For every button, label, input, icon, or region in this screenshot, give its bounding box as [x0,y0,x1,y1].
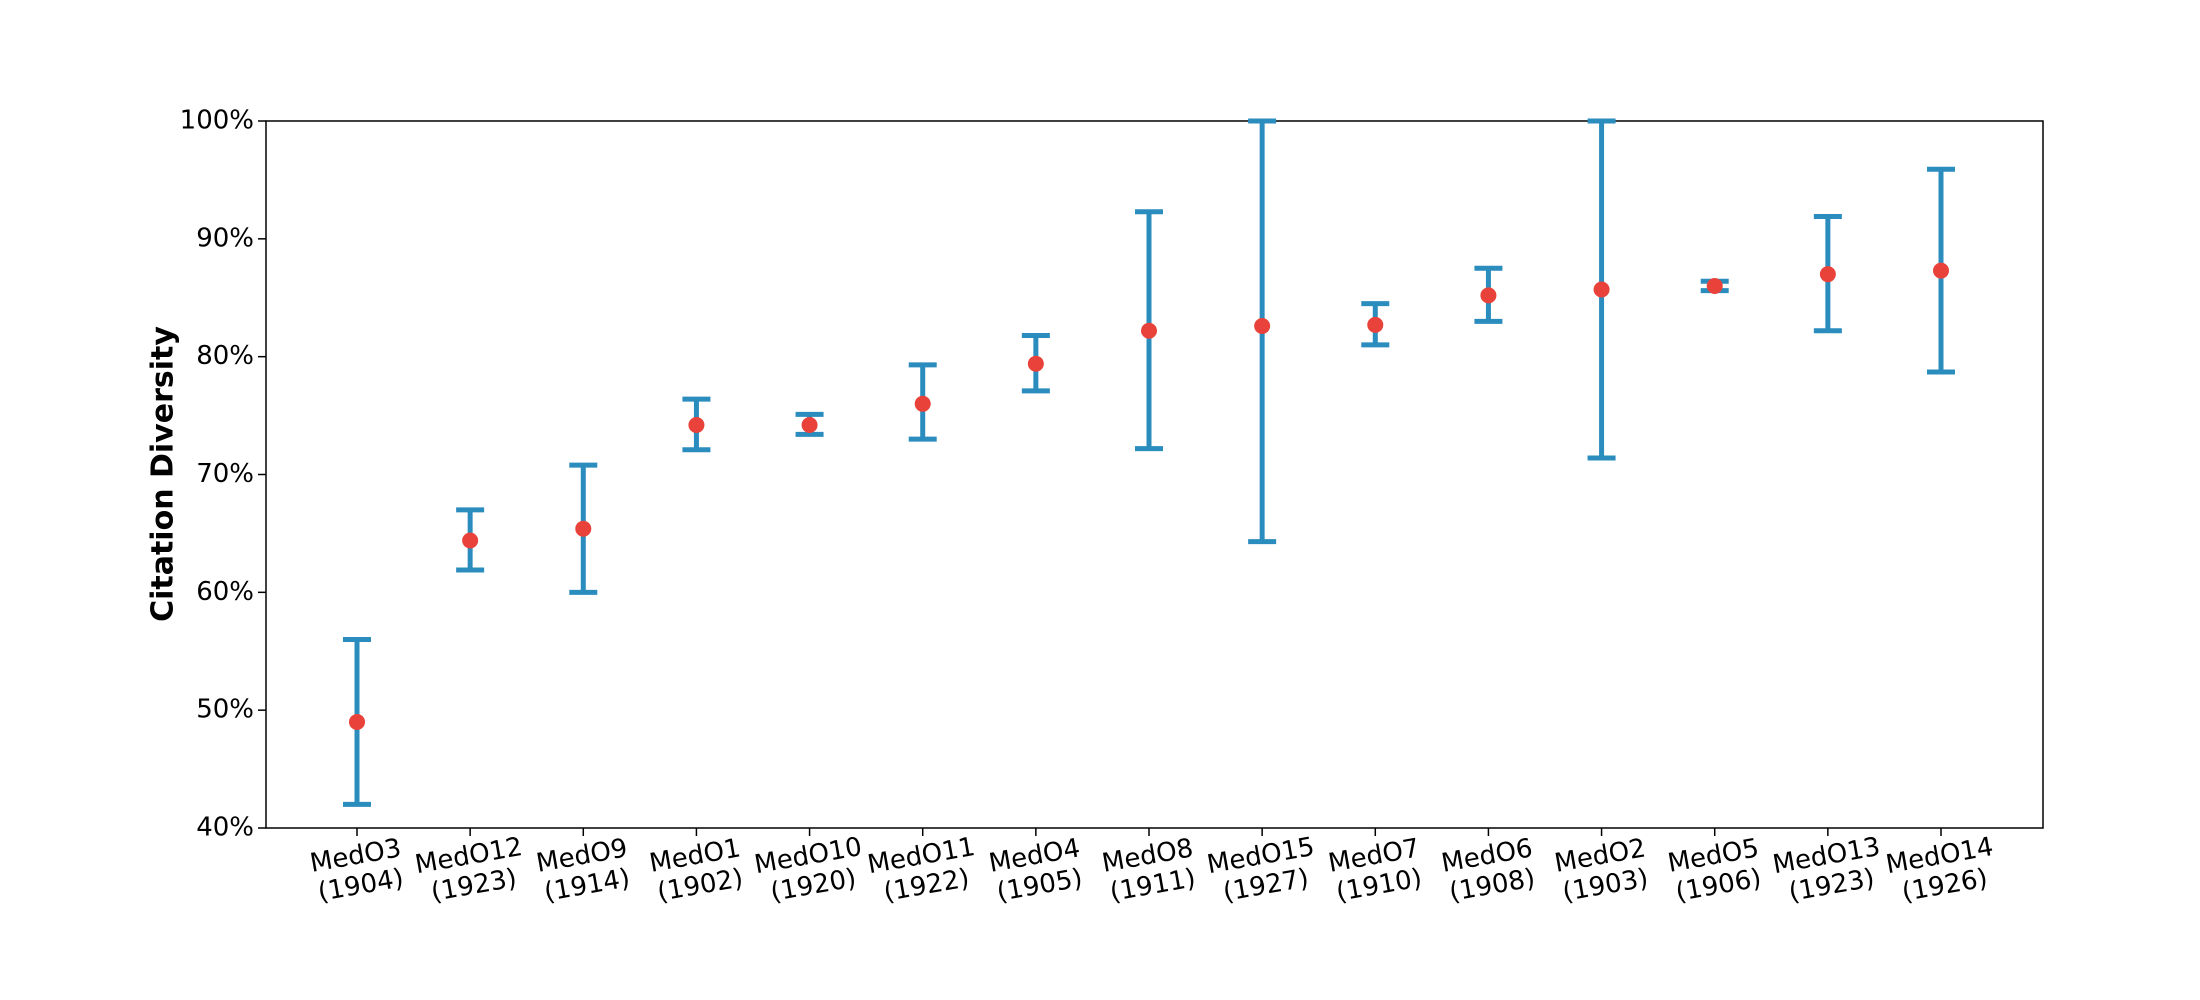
x-tick-label: MedO7(1910) [1326,833,1424,908]
y-tick-label: 40% [196,813,254,843]
x-tick-label: MedO3(1904) [308,833,406,908]
data-point [801,417,818,434]
x-tick-label: MedO1(1902) [647,833,745,908]
data-point [1141,322,1157,339]
plot-area [265,120,2044,829]
data-point [914,395,931,412]
x-tick-label: MedO13(1923) [1770,832,1882,908]
data-point [462,532,479,549]
y-tick-label: 80% [196,341,254,371]
data-point [1819,266,1836,283]
data-point [575,520,592,537]
data-points [349,262,1949,730]
y-tick-label: 90% [196,223,254,253]
x-tick-label: MedO10(1920) [752,832,864,908]
data-point [1254,318,1271,335]
x-tick-label: MedO9(1914) [534,833,632,908]
x-tick-label: MedO15(1927) [1205,832,1317,908]
x-tick-label: MedO6(1908) [1439,833,1537,908]
x-tick-label: MedO12(1923) [413,832,525,908]
y-tick-label: 50% [196,695,254,725]
y-axis: 40% 50% 60% 70% 80% 90% 100% [180,106,266,843]
x-tick-label: MedO4(1905) [987,833,1085,908]
y-tick-label: 60% [196,577,254,607]
x-tick-label: MedO11(1922) [865,832,977,908]
data-point [688,417,705,434]
data-point [1593,281,1610,298]
data-point [349,713,365,730]
x-tick-label: MedO2(1903) [1552,833,1650,908]
y-tick-label: 70% [196,459,254,489]
x-axis: MedO3(1904)MedO12(1923)MedO9(1914)MedO1(… [308,828,1996,908]
y-tick-label: 100% [180,106,254,136]
x-tick-label: MedO8(1911) [1100,833,1198,908]
y-axis-label: Citation Diversity [146,326,181,622]
data-point [1367,316,1384,333]
x-tick-label: MedO14(1926) [1884,832,1996,908]
data-point [1933,262,1949,279]
data-point [1706,277,1723,294]
x-tick-label: MedO5(1906) [1665,833,1763,908]
data-point [1027,355,1044,372]
data-point [1480,287,1497,304]
